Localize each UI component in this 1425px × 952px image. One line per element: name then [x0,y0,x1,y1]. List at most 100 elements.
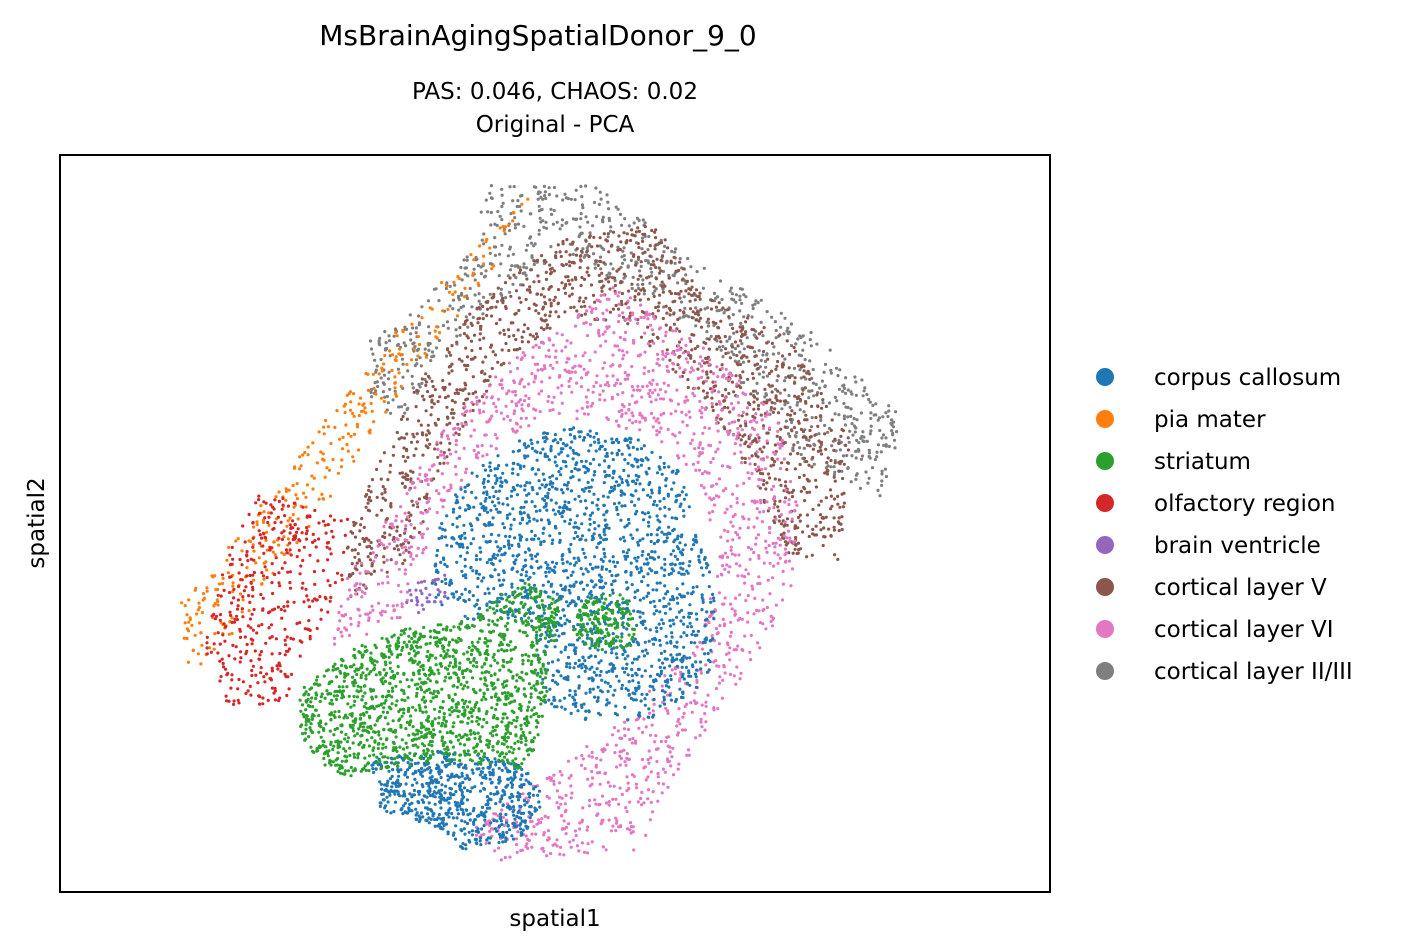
data-point [421,532,425,536]
data-point [717,345,722,349]
data-point [551,222,556,226]
data-point [396,548,400,552]
data-point [736,344,740,348]
data-point [369,347,374,351]
data-point [832,448,836,452]
data-point [405,449,409,453]
data-point [292,501,296,505]
data-point [245,553,249,557]
data-point [750,315,754,319]
data-point [762,510,766,514]
data-point [598,259,602,263]
data-point [457,432,461,437]
data-point [478,346,482,351]
data-point [432,287,437,291]
data-point [282,535,286,539]
data-point [849,414,853,418]
data-point [605,451,609,456]
data-point [507,546,511,550]
data-point [450,369,454,373]
data-point [346,576,350,581]
data-point [646,797,650,801]
data-point [859,411,864,415]
data-point [783,388,787,392]
data-point [360,595,364,599]
data-point [396,538,400,542]
data-point [449,353,453,357]
data-point [463,573,468,577]
data-point [616,392,620,397]
data-point [642,717,646,721]
data-point [698,560,702,564]
data-point [212,612,216,617]
data-point [459,305,463,310]
data-point [403,545,407,549]
data-point [620,736,624,741]
data-point [624,426,628,430]
data-point [586,825,590,829]
data-point [468,312,472,316]
data-point [732,674,736,678]
data-point [612,331,616,335]
data-point [614,419,619,423]
data-point [693,298,697,302]
data-point [217,582,222,586]
data-point [295,497,300,501]
data-point [652,315,656,319]
data-point [630,364,634,369]
data-point [533,376,537,380]
data-point [296,527,300,531]
data-point [552,185,557,190]
data-point [685,423,689,428]
data-point [412,347,416,351]
data-point [352,414,356,418]
data-point [648,515,652,519]
data-point [829,458,833,463]
data-point [783,540,788,544]
data-point [200,611,204,615]
data-point [850,422,854,426]
data-point [585,636,590,640]
data-point [606,417,610,422]
data-point [690,316,694,320]
data-point [525,266,529,270]
data-point [417,314,421,318]
data-point [234,645,238,649]
data-point [607,297,611,301]
data-point [668,750,672,754]
data-point [310,474,314,478]
data-point [498,318,502,322]
data-point [460,359,464,363]
data-point [246,624,250,628]
data-point [803,418,807,422]
data-point [677,707,681,711]
data-point [698,640,702,645]
data-point [230,616,234,620]
data-point [537,479,541,483]
data-point [781,569,785,574]
data-point [833,412,837,416]
data-point [447,371,451,375]
data-point [250,673,254,678]
data-point [568,518,573,522]
data-point [428,394,432,399]
data-point [796,515,801,520]
data-point [680,337,684,341]
data-point [541,531,545,535]
data-point [744,598,748,603]
data-point [355,587,359,591]
data-point [515,429,519,433]
data-point [229,686,233,690]
data-point [622,337,626,341]
data-point [782,534,786,538]
data-point [603,398,607,402]
data-point [563,284,568,288]
data-point [802,446,806,450]
data-point [548,267,553,271]
data-point [601,311,605,315]
data-point [360,517,364,521]
data-point [714,421,719,425]
data-point [574,188,578,192]
data-point [554,310,558,314]
data-point [424,372,428,376]
